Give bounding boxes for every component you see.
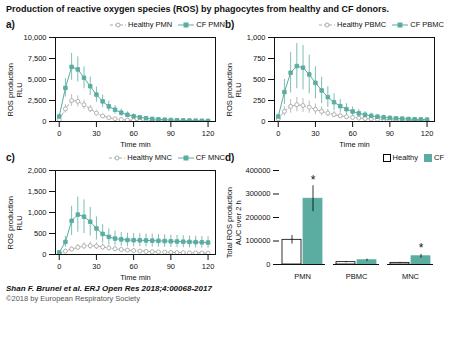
html-text:CF PMN: CF PMN — [196, 20, 225, 29]
svg-text:60: 60 — [129, 129, 137, 138]
svg-text:30: 30 — [92, 129, 100, 138]
svg-text:500: 500 — [34, 229, 47, 238]
svg-text:Time min: Time min — [339, 140, 370, 149]
html-text:Healthy PBMC: Healthy PBMC — [337, 20, 387, 29]
html-text:ROS production RLU: ROS production RLU — [6, 196, 24, 250]
svg-text:90: 90 — [386, 129, 394, 138]
svg-text:10,000: 10,000 — [24, 33, 47, 42]
html-text:Production of reactive oxygen: Production of reactive oxygen species (R… — [6, 4, 390, 14]
svg-text:300000: 300000 — [245, 189, 270, 198]
svg-text:Time min: Time min — [120, 140, 151, 149]
svg-text:MNC: MNC — [402, 272, 420, 281]
svg-text:1,500: 1,500 — [28, 187, 47, 196]
html-text:©2018 by European Respiratory: ©2018 by European Respiratory Society — [6, 294, 140, 303]
html-text:CF PBMC: CF PBMC — [410, 20, 444, 29]
svg-text:0: 0 — [42, 117, 46, 126]
svg-text:Time min: Time min — [120, 273, 151, 282]
html-text:c): c) — [6, 152, 15, 163]
svg-text:500: 500 — [253, 75, 266, 84]
html-text:CF: CF — [434, 153, 444, 162]
svg-text:PBMC: PBMC — [346, 272, 368, 281]
svg-text:0: 0 — [266, 260, 270, 269]
html-text:Shan F. Brunel et al. ERJ Open: Shan F. Brunel et al. ERJ Open Res 2018;… — [6, 284, 212, 293]
svg-text:90: 90 — [167, 262, 175, 271]
svg-text:1,000: 1,000 — [28, 208, 47, 217]
svg-text:120: 120 — [421, 129, 434, 138]
svg-text:100000: 100000 — [245, 236, 270, 245]
svg-text:250: 250 — [253, 96, 266, 105]
svg-text:2,000: 2,000 — [28, 166, 47, 175]
svg-text:*: * — [311, 173, 316, 187]
svg-text:200000: 200000 — [245, 213, 270, 222]
html-text:CF MNC: CF MNC — [195, 153, 225, 162]
svg-text:0: 0 — [57, 129, 61, 138]
svg-text:30: 30 — [92, 262, 100, 271]
svg-text:0: 0 — [57, 262, 61, 271]
svg-text:90: 90 — [167, 129, 175, 138]
svg-text:0: 0 — [276, 129, 280, 138]
svg-text:750: 750 — [253, 54, 266, 63]
svg-text:120: 120 — [202, 262, 215, 271]
html-text:ROS production RLU: ROS production RLU — [6, 63, 24, 117]
html-text:ROS production RLU: ROS production RLU — [225, 63, 243, 117]
html-text:Healthy PMN: Healthy PMN — [128, 20, 173, 29]
svg-text:7,500: 7,500 — [28, 54, 47, 63]
html-text:d): d) — [225, 152, 235, 163]
svg-text:120: 120 — [202, 129, 215, 138]
svg-text:*: * — [419, 241, 424, 255]
html-text:Healthy MNC: Healthy MNC — [127, 153, 172, 162]
svg-text:5,000: 5,000 — [28, 75, 47, 84]
html-text:Total ROS production AUC over: Total ROS production AUC over 2 h — [225, 187, 243, 259]
html-text:a): a) — [6, 19, 15, 30]
svg-text:60: 60 — [129, 262, 137, 271]
svg-text:0: 0 — [42, 250, 46, 259]
html-text:b): b) — [225, 19, 235, 30]
svg-text:0: 0 — [261, 117, 265, 126]
svg-text:30: 30 — [311, 129, 319, 138]
svg-text:2,500: 2,500 — [28, 96, 47, 105]
svg-text:60: 60 — [348, 129, 356, 138]
html-text:Healthy: Healthy — [392, 153, 418, 162]
svg-text:PMN: PMN — [294, 272, 311, 281]
svg-text:400000: 400000 — [245, 166, 270, 175]
svg-text:1,000: 1,000 — [247, 33, 266, 42]
